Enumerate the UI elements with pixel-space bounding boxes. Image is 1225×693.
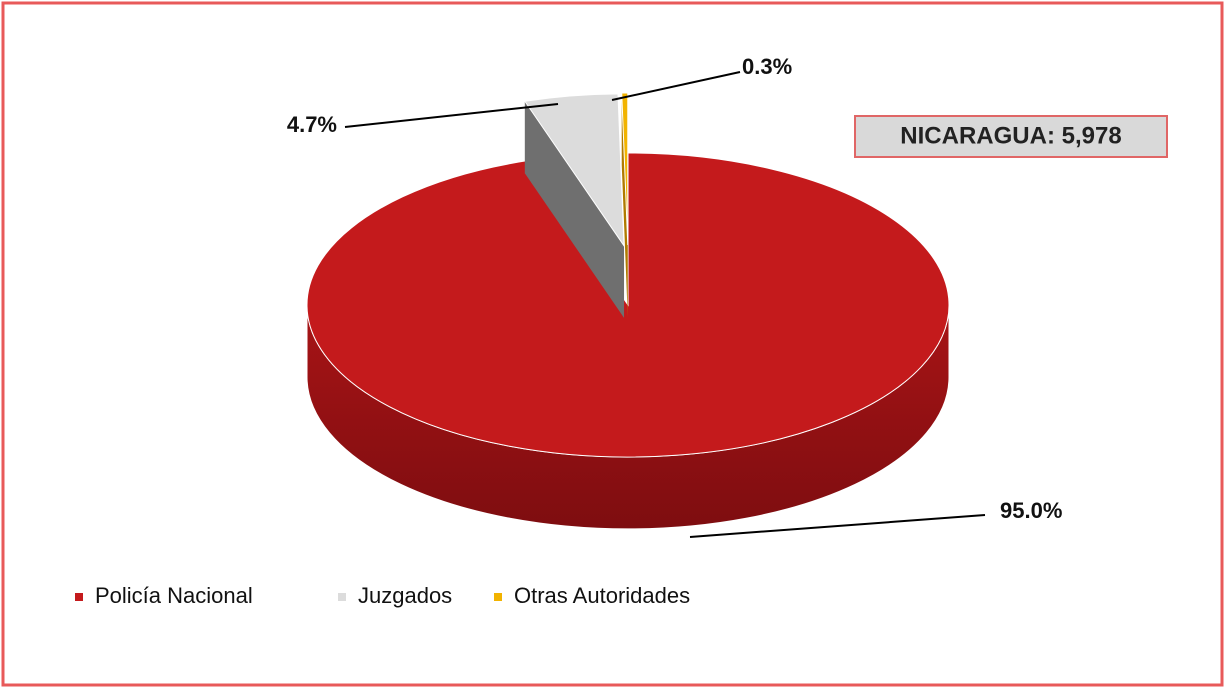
leader-line — [344, 103, 559, 128]
legend-label: Policía Nacional — [95, 583, 253, 608]
pie-slice — [306, 152, 950, 458]
slice-wall — [524, 101, 625, 318]
legend-swatch — [75, 593, 83, 601]
legend-swatch — [338, 593, 346, 601]
legend-label: Juzgados — [358, 583, 452, 608]
data-label: 95.0% — [1000, 498, 1062, 523]
pie-slice — [523, 93, 625, 248]
slice-wall — [621, 93, 628, 318]
legend-label: Otras Autoridades — [514, 583, 690, 608]
annotation: NICARAGUA: 5,978 — [900, 122, 1121, 149]
annotation-box — [854, 115, 1168, 158]
pie-slice — [621, 92, 629, 246]
data-label: 4.7% — [287, 112, 337, 137]
leader-line — [689, 514, 986, 538]
legend-swatch — [494, 593, 502, 601]
leader-line — [611, 71, 741, 101]
data-label: 0.3% — [742, 54, 792, 79]
